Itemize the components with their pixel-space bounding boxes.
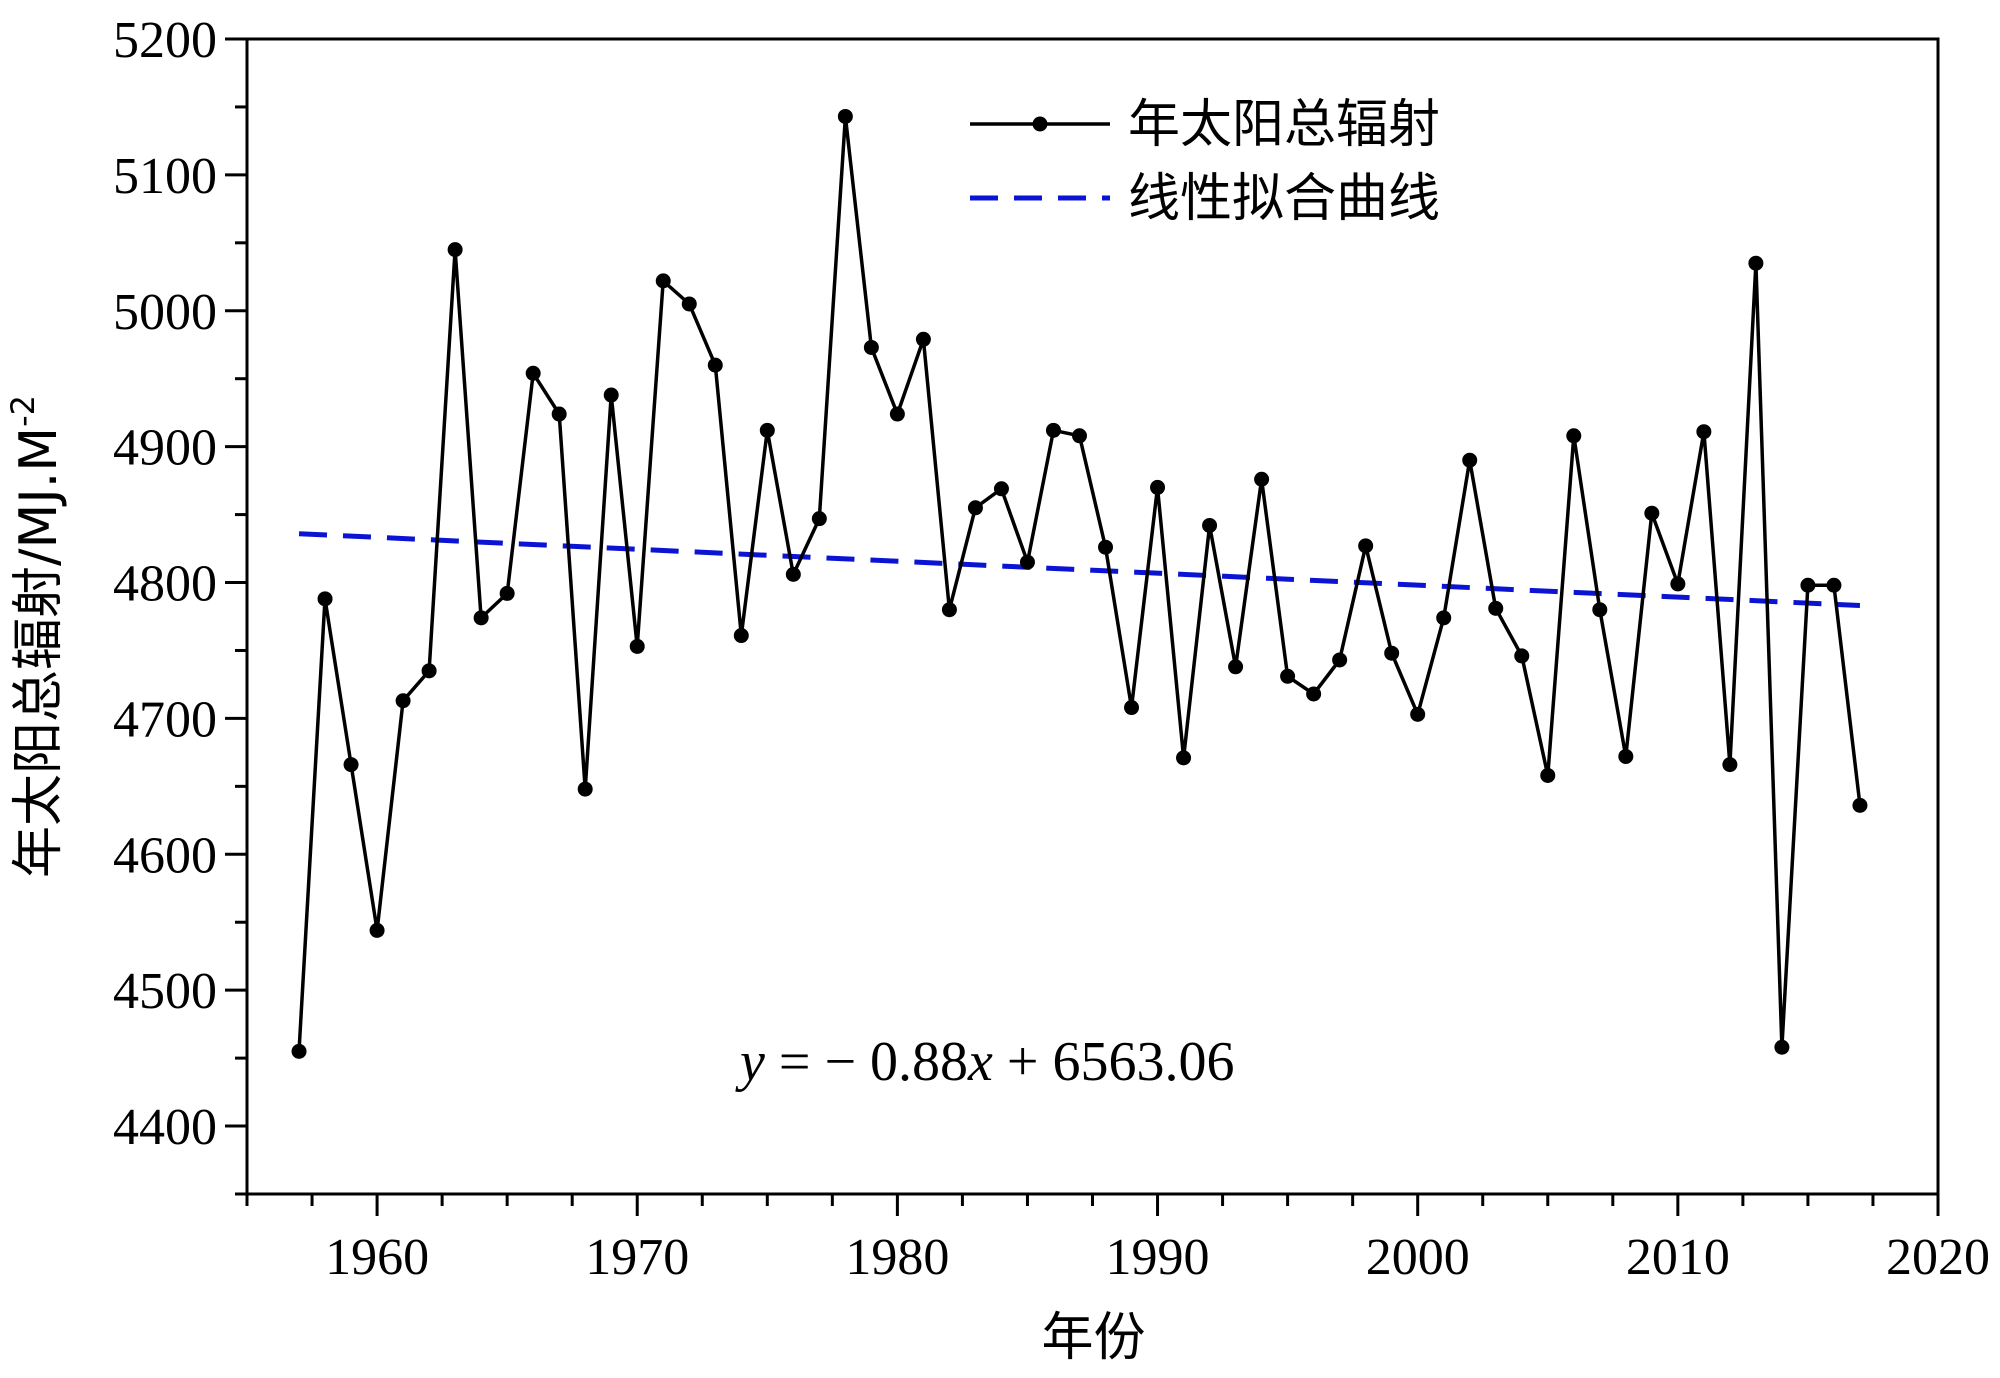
data-point — [1826, 577, 1842, 593]
data-point — [655, 273, 671, 289]
data-point — [1592, 602, 1608, 618]
fit-line — [298, 531, 1861, 608]
data-point — [343, 757, 359, 773]
data-point — [577, 781, 593, 797]
data-point — [915, 331, 931, 347]
data-point — [1696, 424, 1712, 440]
y-tick-label: 4800 — [113, 556, 217, 613]
data-point — [1514, 648, 1530, 664]
y-tick-label: 4700 — [113, 691, 217, 748]
data-point — [1644, 505, 1660, 521]
y-tick-label: 5200 — [113, 12, 217, 69]
y-tick-label: 4400 — [113, 1099, 217, 1156]
data-point — [681, 296, 697, 312]
axis-labels: y = − 0.88x + 6563.06 年份 年太阳总辐射/MJ.M-2 — [4, 395, 1234, 1368]
x-tick-label: 1970 — [585, 1229, 689, 1286]
series-line — [297, 114, 1862, 1052]
x-tick-label: 2020 — [1886, 1229, 1990, 1286]
data-point — [291, 1043, 307, 1059]
data-point — [1384, 645, 1400, 661]
series-layer — [291, 108, 1868, 1059]
data-point — [1800, 577, 1816, 593]
data-point — [1071, 428, 1087, 444]
data-point — [1202, 517, 1218, 533]
x-tick-label: 1980 — [845, 1229, 949, 1286]
data-point — [1228, 659, 1244, 675]
data-point — [1670, 576, 1686, 592]
data-point — [837, 108, 853, 124]
data-point — [967, 500, 983, 516]
data-point — [499, 585, 515, 601]
data-point — [1254, 471, 1270, 487]
data-point — [733, 628, 749, 644]
data-point — [1306, 686, 1322, 702]
data-point — [1410, 706, 1426, 722]
data-point — [1618, 748, 1634, 764]
axis-ticks: 4400 4500 4600 4700 4800 4900 5000 5100 5200 1960… — [113, 12, 1990, 1286]
plot-frame — [245, 37, 1940, 1196]
data-point — [707, 357, 723, 373]
data-point — [1124, 700, 1140, 716]
data-point — [863, 339, 879, 355]
data-point — [421, 663, 437, 679]
legend-label-series: 年太阳总辐射 — [1128, 95, 1440, 155]
x-axis-title: 年份 — [1041, 1308, 1145, 1368]
x-tick-label: 2000 — [1366, 1229, 1470, 1286]
data-point — [1332, 652, 1348, 668]
data-point — [629, 638, 645, 654]
data-point — [1462, 452, 1478, 468]
y-tick-label: 4500 — [113, 963, 217, 1020]
data-point — [447, 242, 463, 258]
data-point — [1019, 554, 1035, 570]
data-point — [1358, 538, 1374, 554]
data-point — [1045, 422, 1061, 438]
data-point — [1566, 428, 1582, 444]
x-tick-label: 1960 — [325, 1229, 429, 1286]
y-axis-title: 年太阳总辐射/MJ.M-2 — [4, 395, 69, 878]
data-point — [551, 406, 567, 422]
y-tick-label: 5000 — [113, 284, 217, 341]
y-tick-label: 5100 — [113, 148, 217, 205]
y-tick-label: 4600 — [113, 827, 217, 884]
data-point — [1436, 610, 1452, 626]
plot-border — [245, 37, 1940, 1196]
data-point — [889, 406, 905, 422]
data-point — [1488, 600, 1504, 616]
data-point — [1852, 797, 1868, 813]
fit-equation: y = − 0.88x + 6563.06 — [735, 1031, 1234, 1093]
data-point — [603, 387, 619, 403]
fit-line-layer — [298, 531, 1861, 608]
x-tick-label: 1990 — [1106, 1229, 1210, 1286]
data-point — [993, 481, 1009, 497]
legend-marker-series — [1032, 116, 1048, 132]
data-point — [395, 693, 411, 709]
data-point — [369, 922, 385, 938]
data-point — [941, 602, 957, 618]
data-point — [1748, 255, 1764, 271]
data-point — [759, 422, 775, 438]
data-point — [1280, 668, 1296, 684]
data-point — [317, 591, 333, 607]
data-point — [811, 511, 827, 527]
data-point — [473, 610, 489, 626]
y-tick-label: 4900 — [113, 420, 217, 477]
data-point — [525, 365, 541, 381]
data-point — [1774, 1039, 1790, 1055]
legend-label-fit: 线性拟合曲线 — [1128, 169, 1440, 229]
data-point — [1176, 750, 1192, 766]
data-point — [785, 566, 801, 582]
data-point — [1150, 479, 1166, 495]
data-point — [1098, 539, 1114, 555]
data-point — [1540, 767, 1556, 783]
x-tick-label: 2010 — [1626, 1229, 1730, 1286]
data-point — [1722, 757, 1738, 773]
